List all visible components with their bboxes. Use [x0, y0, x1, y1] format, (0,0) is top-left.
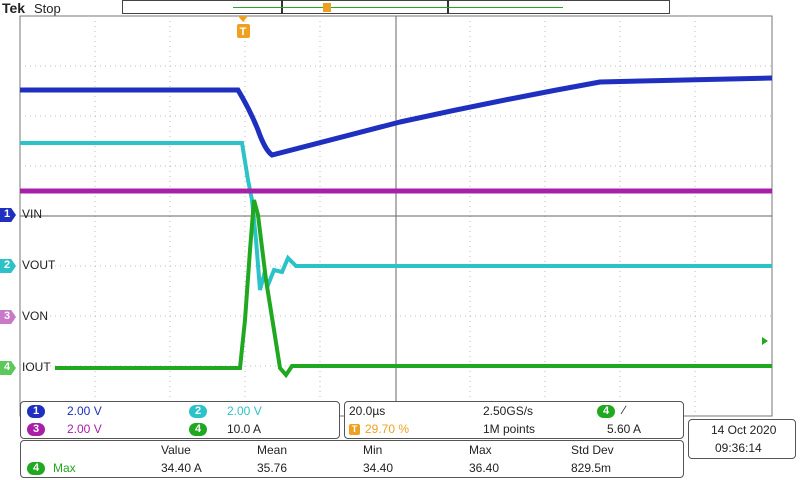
- measurement-max: 36.40: [469, 461, 500, 475]
- datetime-panel: 14 Oct 2020 09:36:14: [688, 419, 796, 459]
- waveform-ch4-iout: [55, 199, 772, 379]
- measurement-source-badge: 4: [27, 462, 45, 475]
- measurement-mean: 35.76: [257, 461, 288, 475]
- channel-4-scale: 10.0 A: [227, 422, 262, 436]
- trigger-source-badge: 4: [597, 405, 615, 418]
- graticule-center-axes: [20, 16, 772, 416]
- trigger-level-marker[interactable]: [762, 337, 768, 345]
- channel-3-scale: 2.00 V: [67, 422, 102, 436]
- trigger-level: 5.60 A: [607, 422, 642, 436]
- measurement-header-min: Min: [363, 443, 383, 457]
- channel-3-label: VON: [22, 309, 49, 323]
- channel-2-scale: 2.00 V: [227, 404, 262, 418]
- timebase-trigger-panel[interactable]: 20.0µs 2.50GS/s 4 ∕ T 29.70 % 1M points …: [344, 401, 684, 439]
- channel-1-badge: 1: [27, 405, 45, 418]
- trigger-marker-label: T: [240, 26, 247, 38]
- channel-3-marker[interactable]: 3: [0, 310, 16, 324]
- trigger-position-percent: 29.70 %: [365, 422, 410, 436]
- record-trigger-icon: [323, 3, 331, 12]
- measurement-panel[interactable]: Value Mean Min Max Std Dev 4 Max 34.40 A…: [20, 440, 684, 478]
- measurement-header-mean: Mean: [257, 443, 288, 457]
- measurement-header-stddev: Std Dev: [571, 443, 614, 457]
- top-bar: Tek Stop: [0, 0, 800, 18]
- measurement-header-value: Value: [161, 443, 191, 457]
- trigger-position-marker[interactable]: T: [237, 16, 250, 38]
- channel-1-label: VIN: [22, 207, 43, 221]
- channel-4-badge: 4: [189, 423, 207, 436]
- record-line: [233, 7, 563, 8]
- channel-2-label: VOUT: [22, 258, 56, 272]
- record-length: 1M points: [483, 422, 536, 436]
- channel-3-badge: 3: [27, 423, 45, 436]
- measurement-name: Max: [53, 461, 76, 475]
- channel-4-label: IOUT: [22, 360, 51, 374]
- timebase-per-div: 20.0µs: [349, 404, 386, 418]
- channel-2-badge: 2: [189, 405, 207, 418]
- trigger-slope-icon: ∕: [623, 403, 626, 417]
- measurement-stddev: 829.5m: [571, 461, 612, 475]
- measurement-min: 34.40: [363, 461, 394, 475]
- channel-1-marker[interactable]: 1: [0, 208, 16, 222]
- record-view-bar[interactable]: [122, 0, 670, 14]
- channel-1-scale: 2.00 V: [67, 404, 102, 418]
- time-display: 09:36:14: [715, 441, 762, 455]
- trigger-position-icon: T: [349, 424, 360, 435]
- date-display: 14 Oct 2020: [711, 423, 777, 437]
- waveform-ch1-vin: [20, 75, 773, 158]
- brand-logo: Tek: [2, 0, 26, 16]
- channel-2-marker[interactable]: 2: [0, 259, 16, 273]
- channel-scale-panel[interactable]: 1 2.00 V 2 2.00 V 3 2.00 V 4 10.0 A: [20, 401, 340, 439]
- measurement-value: 34.40 A: [161, 461, 202, 475]
- channel-4-marker[interactable]: 4: [0, 361, 16, 375]
- sample-rate: 2.50GS/s: [483, 404, 534, 418]
- measurement-header-max: Max: [469, 443, 492, 457]
- acquisition-status: Stop: [34, 1, 61, 16]
